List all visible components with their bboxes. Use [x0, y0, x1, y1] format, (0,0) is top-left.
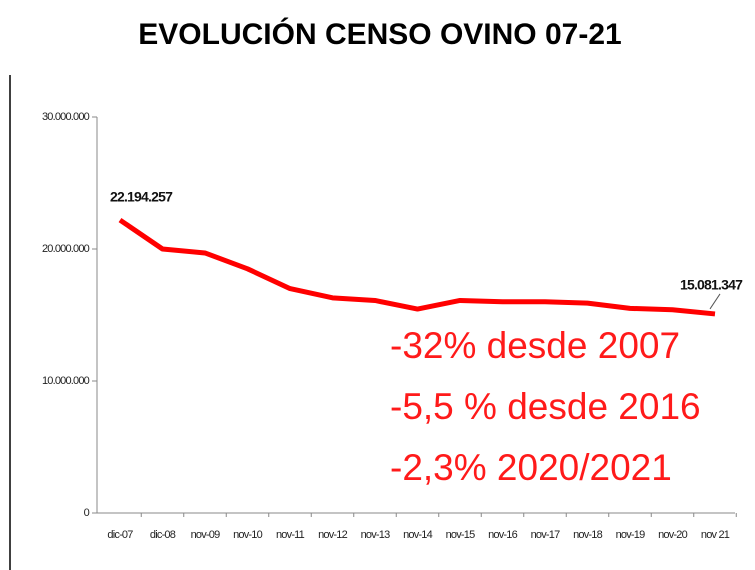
- x-tick-label: nov-14: [403, 529, 433, 541]
- label-leader: [709, 293, 721, 310]
- x-tick-label: nov-18: [573, 529, 603, 541]
- x-tick-label: dic-08: [150, 529, 176, 541]
- y-tick-label: 0: [84, 507, 90, 519]
- data-line: [118, 217, 716, 317]
- x-tick-label: nov-15: [446, 529, 476, 541]
- x-tick-label: nov-13: [361, 529, 391, 541]
- x-tick-label: nov-09: [191, 529, 221, 541]
- annotation: -32% desde 2007: [390, 325, 680, 366]
- annotation: -5,5 % desde 2016: [390, 386, 701, 427]
- x-tick-label: nov-17: [531, 529, 561, 541]
- x-tick-label: nov-20: [658, 529, 688, 541]
- x-tick-label: dic-07: [107, 529, 133, 541]
- x-tick-label: nov-11: [276, 529, 305, 541]
- data-label: 15.081.347: [680, 277, 743, 293]
- x-tick-label: nov-10: [233, 529, 263, 541]
- y-tick-label: 10.000.000: [42, 375, 90, 387]
- x-tick-label: nov 21: [701, 529, 730, 541]
- x-tick-label: nov-16: [488, 529, 518, 541]
- data-label: 22.194.257: [110, 189, 173, 205]
- chart-title: EVOLUCIÓN CENSO OVINO 07-21: [138, 17, 621, 51]
- y-tick-label: 20.000.000: [42, 243, 90, 255]
- x-tick-label: nov-19: [616, 529, 646, 541]
- annotation: -2,3% 2020/2021: [390, 447, 672, 488]
- y-tick-label: 30.000.000: [42, 111, 90, 123]
- x-tick-label: nov-12: [318, 529, 348, 541]
